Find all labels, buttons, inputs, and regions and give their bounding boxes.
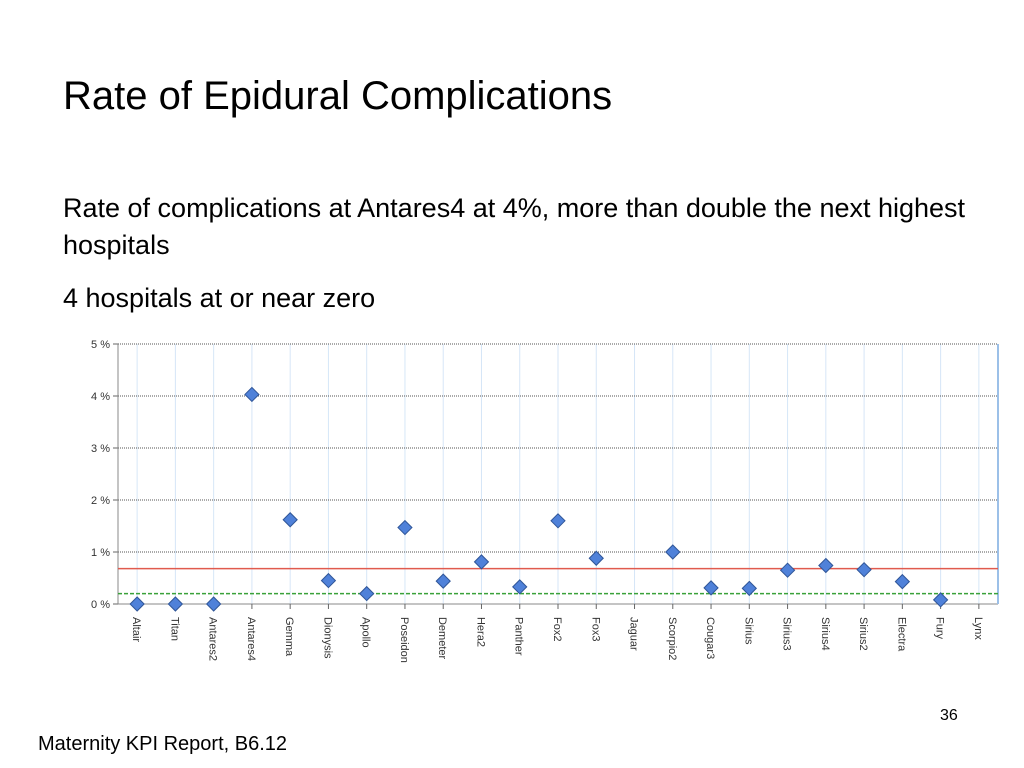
- footer-source: Maternity KPI Report, B6.12: [38, 733, 288, 755]
- x-tick-label-fury: Fury: [934, 617, 946, 640]
- data-point-titan: [167, 596, 184, 612]
- data-point-antares2: [205, 596, 222, 612]
- x-tick-label-sirius4: Sirius4: [819, 617, 831, 651]
- x-tick-label-sirius2: Sirius2: [857, 617, 869, 651]
- data-point-panther: [512, 579, 528, 595]
- y-tick-label: 4 %: [91, 391, 110, 403]
- data-point-fury: [932, 592, 949, 608]
- y-tick-label: 2 %: [91, 495, 110, 507]
- x-tick-label-scorpio2: Scorpio2: [666, 617, 678, 660]
- x-tick-label-antares2: Antares2: [207, 617, 219, 661]
- data-point-sirius3: [779, 562, 796, 578]
- bullet-near-zero: 4 hospitals at or near zero: [63, 283, 376, 313]
- x-tick-label-altair: Altair: [130, 617, 142, 642]
- data-point-sirius4: [818, 557, 834, 574]
- x-tick-label-apollo: Apollo: [360, 617, 372, 648]
- x-tick-label-demeter: Demeter: [436, 617, 448, 660]
- x-tick-label-cougar3: Cougar3: [704, 617, 716, 659]
- data-point-antares4: [244, 386, 260, 403]
- x-tick-label-gemma: Gemma: [283, 617, 295, 657]
- slide-title: Rate of Epidural Complications: [63, 74, 613, 118]
- page-number: 36: [940, 707, 958, 724]
- data-point-hera2: [473, 554, 490, 570]
- x-tick-label-panther: Panther: [513, 617, 525, 656]
- x-tick-label-antares4: Antares4: [245, 617, 257, 661]
- x-tick-label-fox3: Fox3: [589, 617, 601, 641]
- data-point-scorpio2: [665, 544, 681, 560]
- data-point-altair: [129, 596, 145, 612]
- x-tick-label-sirius: Sirius: [742, 617, 754, 645]
- data-point-poseidon: [397, 519, 413, 536]
- x-tick-label-sirius3: Sirius3: [781, 617, 793, 651]
- bullet-antares4: Rate of complications at Antares4 at 4%,…: [63, 193, 966, 260]
- data-point-sirius2: [856, 561, 872, 578]
- x-tick-label-fox2: Fox2: [551, 617, 563, 641]
- data-point-apollo: [358, 585, 375, 602]
- data-point-gemma: [282, 512, 298, 528]
- x-tick-label-hera2: Hera2: [474, 617, 486, 647]
- x-tick-label-poseidon: Poseidon: [398, 617, 410, 663]
- x-tick-label-electra: Electra: [895, 617, 907, 652]
- y-tick-label: 1 %: [91, 547, 110, 559]
- y-tick-label: 0 %: [91, 599, 110, 611]
- data-point-electra: [894, 573, 911, 590]
- data-point-dionysis: [320, 572, 337, 589]
- data-point-sirius: [741, 580, 758, 597]
- epidural-complications-chart: 0 % 1 % 2 % 3 % 4 % 5 % Altair Titan Antares2 Ant…: [91, 339, 999, 663]
- data-point-demeter: [435, 573, 451, 589]
- y-tick-label: 3 %: [91, 443, 110, 455]
- x-tick-label-lynx: Lynx: [972, 617, 984, 640]
- data-point-cougar3: [703, 580, 719, 596]
- y-tick-label: 5 %: [91, 339, 110, 351]
- x-tick-label-titan: Titan: [168, 617, 180, 641]
- data-point-fox2: [550, 513, 566, 529]
- x-tick-label-dionysis: Dionysis: [321, 617, 333, 659]
- data-point-fox3: [588, 550, 604, 566]
- x-tick-label-jaguar: Jaguar: [628, 617, 640, 651]
